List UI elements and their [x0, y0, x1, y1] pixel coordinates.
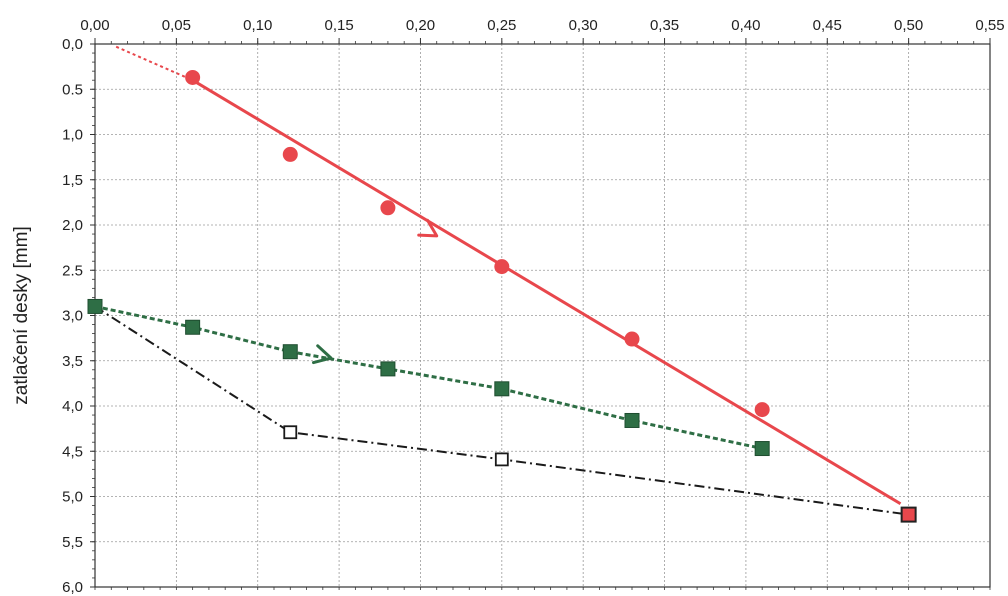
data-point-red [282, 146, 298, 162]
data-point-green [185, 319, 201, 335]
y-axis-label: zatlačení desky [mm] [11, 226, 32, 404]
x-tick-label: 0,00 [80, 17, 109, 34]
y-tick-label: 2.5 [62, 262, 83, 279]
data-point-red [624, 331, 640, 347]
data-point-red [185, 69, 201, 85]
x-tick-label: 0,40 [731, 17, 760, 34]
x-tick-label: 0,25 [487, 17, 516, 34]
grid [94, 43, 991, 588]
y-tick-label: 4,0 [62, 398, 83, 415]
y-tick-label: 2,0 [62, 217, 83, 234]
axis-ticks [90, 38, 991, 590]
data-point-red [494, 259, 510, 275]
x-axis-tick-labels: 0,00 0,05 0,10 0,15 0,20 0,25 0,30 0,35 0,40 0,45… [80, 17, 1004, 34]
x-tick-label: 0,30 [569, 17, 598, 34]
y-tick-label: 1,5 [62, 172, 83, 189]
data-point-green [380, 361, 396, 377]
data-point-red [380, 200, 396, 216]
y-tick-label: 4,5 [62, 443, 83, 460]
x-tick-label: 0,45 [813, 17, 842, 34]
x-tick-label: 0,50 [894, 17, 923, 34]
y-tick-label: 6,0 [62, 579, 83, 596]
y-tick-label: 0,0 [62, 36, 83, 53]
x-tick-label: 0,15 [324, 17, 353, 34]
data-point-green [494, 381, 510, 397]
fit-line-red [191, 78, 902, 506]
x-tick-label: 0,10 [243, 17, 272, 34]
y-tick-label: 5,5 [62, 534, 83, 551]
x-tick-label: 0,20 [406, 17, 435, 34]
x-tick-label: 0,35 [650, 17, 679, 34]
arrow-green [312, 344, 333, 365]
data-point-black [494, 452, 509, 467]
arrow-red [417, 218, 439, 238]
y-tick-label: 0.5 [62, 81, 83, 98]
data-point-green [754, 441, 770, 457]
fit-line-extension-red [115, 45, 194, 82]
x-tick-label: 0,05 [162, 17, 191, 34]
data-point-black [283, 425, 298, 440]
data-point-green [87, 298, 103, 314]
data-point-end [900, 506, 917, 523]
series [87, 45, 917, 523]
y-tick-label: 5,0 [62, 489, 83, 506]
y-tick-label: 3,5 [62, 353, 83, 370]
data-point-red [754, 402, 770, 418]
data-point-green [282, 344, 298, 360]
y-tick-label: 3,0 [62, 308, 83, 325]
y-axis-tick-labels: 0,0 0.5 1,0 1,5 2,0 2.5 3,0 3,5 4,0 4,5 5,0 5,5 6,0 [62, 36, 83, 596]
y-tick-label: 1,0 [62, 127, 83, 144]
data-point-green [624, 412, 640, 428]
x-tick-label: 0,55 [975, 17, 1004, 34]
